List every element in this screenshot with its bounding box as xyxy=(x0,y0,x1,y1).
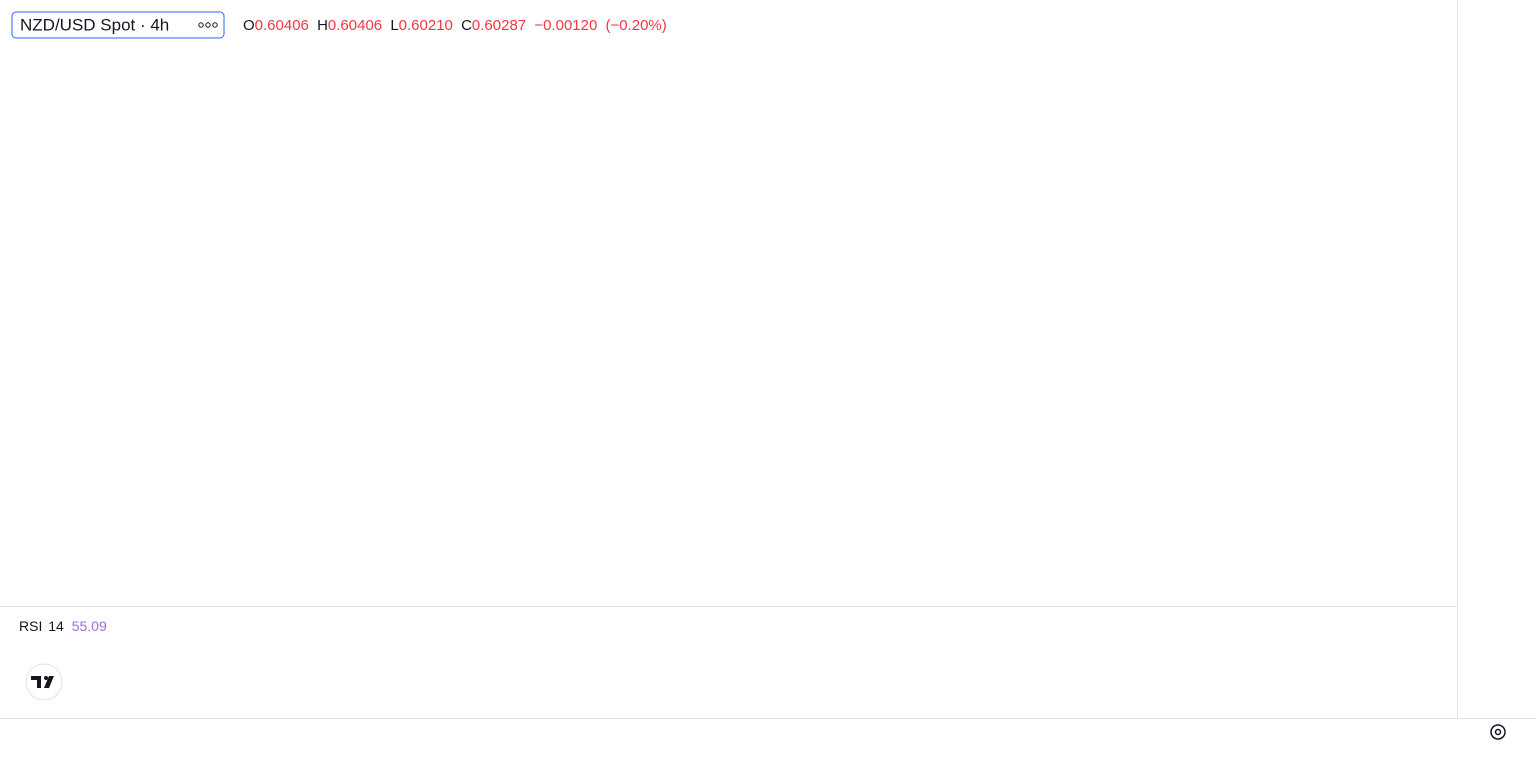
ohlc-key: L xyxy=(390,17,398,34)
symbol-box[interactable] xyxy=(11,11,225,39)
ohlc-key: C xyxy=(461,17,472,34)
logo-bg xyxy=(25,663,63,701)
dot xyxy=(205,22,211,28)
settings-icon[interactable] xyxy=(1490,724,1506,740)
dot xyxy=(212,22,218,28)
more-icon[interactable] xyxy=(198,22,218,28)
ohlc-key: H xyxy=(317,17,328,34)
change: −0.00120 xyxy=(534,17,597,34)
rsi-length: 14 xyxy=(48,618,64,634)
ohlc-value: 0.60406 xyxy=(328,17,382,34)
rsi-name: RSI xyxy=(19,618,42,634)
gear-inner xyxy=(1494,728,1502,736)
dot xyxy=(198,22,204,28)
ohlc-value: 0.60210 xyxy=(399,17,453,34)
change-percent: (−0.20%) xyxy=(605,17,666,34)
ohlc-legend: O0.60406 H0.60406 L0.60210 C0.60287 −0.0… xyxy=(243,17,667,34)
ohlc-key: O xyxy=(243,17,255,34)
tradingview-logo[interactable] xyxy=(25,663,63,701)
gear-outer xyxy=(1490,724,1506,740)
logo-dot xyxy=(44,676,48,680)
ohlc-value: 0.60287 xyxy=(472,17,526,34)
symbol-title: NZD/USD Spot · 4h xyxy=(20,15,169,34)
ohlc-value: 0.60406 xyxy=(255,17,309,34)
rsi-current: 55.09 xyxy=(72,618,107,634)
rsi-legend: RSI 14 55.09 xyxy=(19,618,107,634)
logo-shape xyxy=(31,676,54,688)
